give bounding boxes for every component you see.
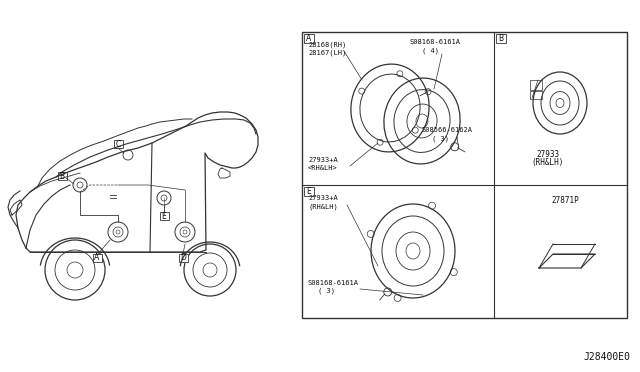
- Text: ( 3): ( 3): [318, 288, 335, 295]
- Bar: [93, 254, 102, 262]
- Text: (RH&LH): (RH&LH): [308, 203, 338, 209]
- Text: E: E: [162, 212, 166, 221]
- Text: 27933: 27933: [536, 150, 559, 159]
- Text: 27933+A: 27933+A: [308, 195, 338, 201]
- Text: <RH&LH>: <RH&LH>: [308, 165, 338, 171]
- Text: S08168-6161A: S08168-6161A: [308, 280, 359, 286]
- Text: 28168(RH): 28168(RH): [308, 41, 346, 48]
- Text: A: A: [307, 34, 312, 43]
- Bar: [302, 32, 627, 318]
- Text: 27871P: 27871P: [551, 196, 579, 205]
- Text: ( 4): ( 4): [422, 47, 439, 54]
- Bar: [58, 172, 67, 180]
- Bar: [179, 254, 188, 262]
- Text: A: A: [94, 253, 100, 263]
- Text: (RH&LH): (RH&LH): [532, 158, 564, 167]
- Bar: [113, 140, 122, 148]
- Bar: [530, 91, 542, 99]
- Text: S08566-6162A: S08566-6162A: [422, 127, 473, 133]
- Bar: [496, 34, 506, 43]
- Text: S08168-6161A: S08168-6161A: [410, 39, 461, 45]
- Text: B: B: [499, 34, 504, 43]
- Bar: [304, 187, 314, 196]
- Text: E: E: [307, 187, 312, 196]
- Text: D: D: [180, 253, 186, 263]
- Text: 27933+A: 27933+A: [308, 157, 338, 163]
- Bar: [159, 212, 168, 220]
- Text: 28167(LH): 28167(LH): [308, 49, 346, 55]
- Text: J28400E0: J28400E0: [583, 352, 630, 362]
- Text: B: B: [60, 171, 65, 180]
- Text: ( 3): ( 3): [432, 135, 449, 141]
- Bar: [530, 80, 542, 90]
- Bar: [304, 34, 314, 43]
- Text: C: C: [115, 140, 120, 148]
